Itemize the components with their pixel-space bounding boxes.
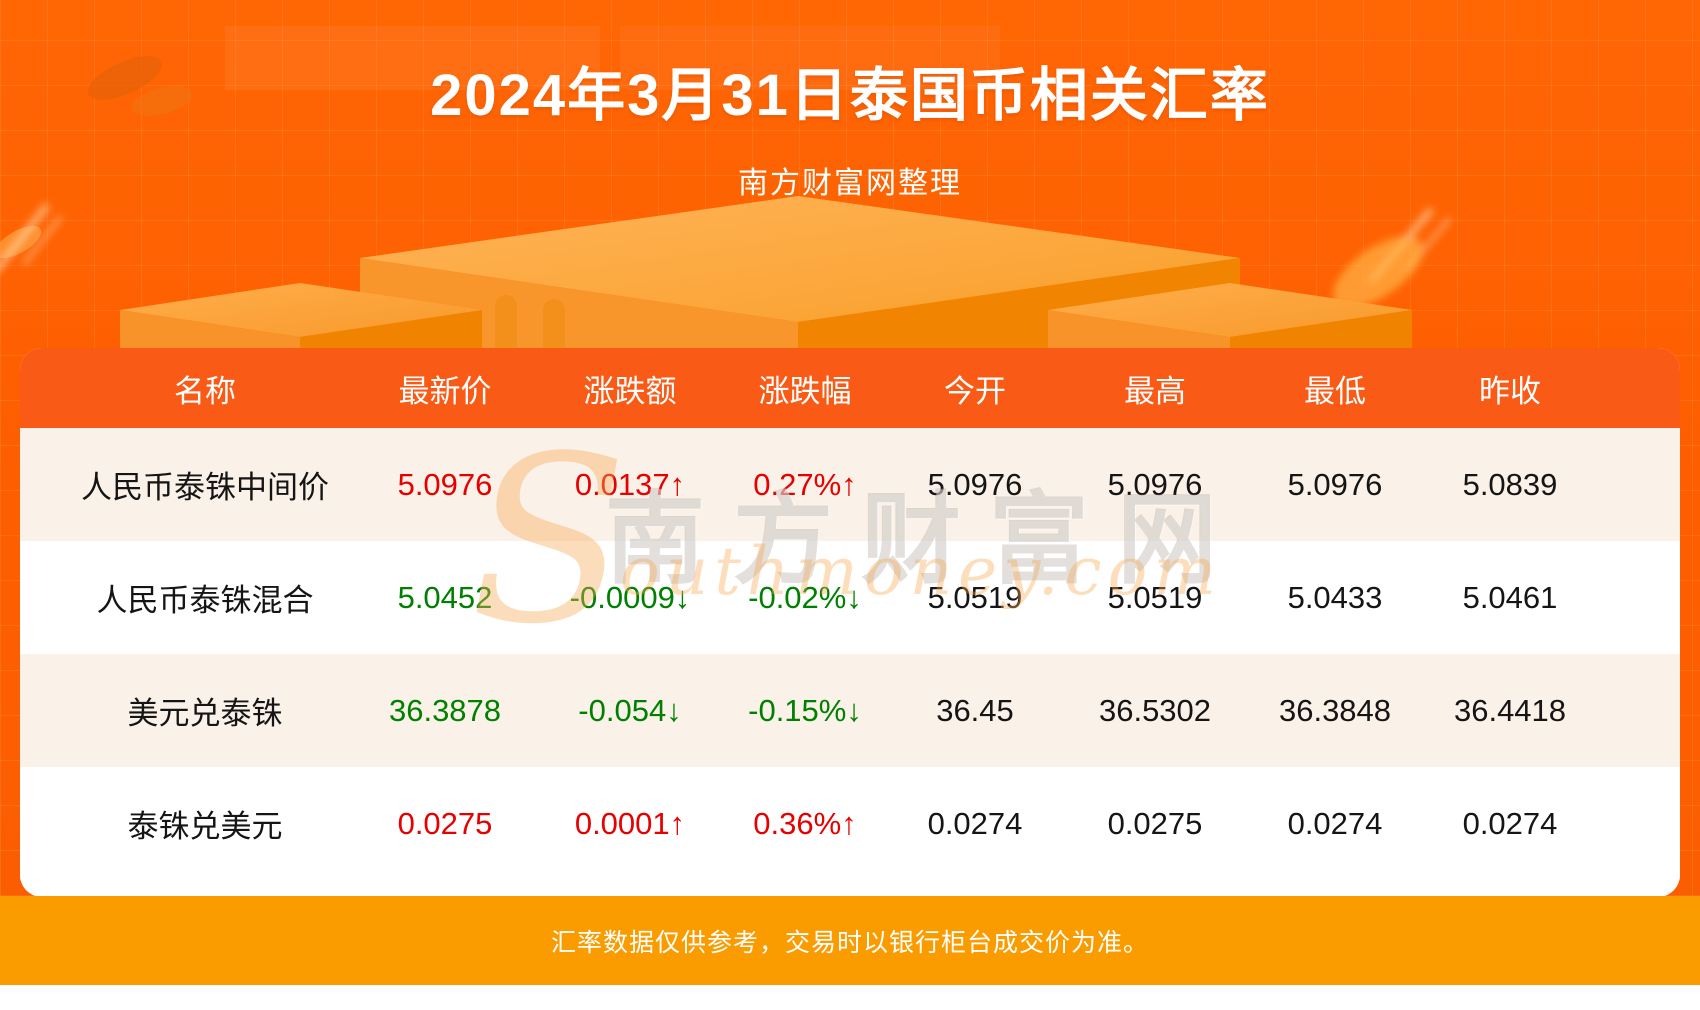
cell-change-pct: 0.36%↑	[753, 805, 857, 841]
cell-latest: 5.0452	[397, 579, 493, 615]
cell-high: 36.5302	[1098, 692, 1212, 728]
cell-latest: 36.3878	[388, 692, 502, 728]
right-podium	[1048, 283, 1412, 360]
header-cell-latest: 最新价	[398, 373, 492, 409]
light-streak-icon	[0, 203, 63, 275]
cell-change: 0.0001↑	[574, 805, 686, 841]
cell-name: 人民币泰铢混合	[96, 583, 314, 618]
podium-illustration	[0, 26, 1452, 360]
cell-high: 5.0519	[1107, 579, 1203, 615]
header-cell-high: 最高	[1124, 373, 1186, 409]
table-row: 人民币泰铢混合 5.0452 -0.0009↓ -0.02%↓ 5.0519 5…	[20, 541, 1680, 654]
cell-name: 泰铢兑美元	[127, 809, 283, 844]
cell-low: 36.3848	[1278, 692, 1392, 728]
cell-high: 0.0275	[1107, 805, 1203, 841]
cell-open: 0.0274	[927, 805, 1023, 841]
table-header-row: 名称 最新价 涨跌额 涨跌幅 今开 最高 最低 昨收	[20, 348, 1680, 428]
cell-prev-close: 5.0461	[1462, 579, 1558, 615]
cell-high: 5.0976	[1107, 466, 1203, 502]
footer-disclaimer: 汇率数据仅供参考，交易时以银行柜台成交价为准。	[550, 928, 1149, 957]
cell-change: 0.0137↑	[574, 466, 686, 502]
cell-open: 5.0519	[927, 579, 1023, 615]
cell-change-pct: 0.27%↑	[753, 466, 857, 502]
cell-open: 5.0976	[927, 466, 1023, 502]
table-row: 人民币泰铢中间价 5.0976 0.0137↑ 0.27%↑ 5.0976 5.…	[20, 428, 1680, 541]
header-cell-open: 今开	[944, 373, 1006, 409]
cell-open: 36.45	[936, 692, 1014, 728]
cell-change: -0.054↓	[578, 692, 682, 728]
cell-latest: 0.0275	[397, 805, 493, 841]
table-row: 美元兑泰铢 36.3878 -0.054↓ -0.15%↓ 36.45 36.5…	[20, 654, 1680, 767]
header-cell-low: 最低	[1304, 373, 1366, 409]
table-row: 泰铢兑美元 0.0275 0.0001↑ 0.36%↑ 0.0274 0.027…	[20, 767, 1680, 880]
cell-name: 美元兑泰铢	[127, 696, 283, 731]
footer-band: 汇率数据仅供参考，交易时以银行柜台成交价为准。	[0, 896, 1700, 985]
page-title: 2024年3月31日泰国币相关汇率	[430, 63, 1270, 128]
header-cell-change-pct: 涨跌幅	[758, 373, 852, 409]
cell-change-pct: -0.02%↓	[748, 579, 862, 615]
header-cell-name: 名称	[174, 373, 236, 409]
header-cell-change: 涨跌额	[583, 373, 677, 409]
cell-low: 5.0976	[1287, 466, 1383, 502]
cell-change: -0.0009↓	[569, 579, 691, 615]
bottom-margin	[0, 985, 1700, 1010]
page-subtitle: 南方财富网整理	[738, 167, 962, 200]
cell-prev-close: 0.0274	[1462, 805, 1558, 841]
left-podium	[120, 283, 482, 360]
rates-table: 名称 最新价 涨跌额 涨跌幅 今开 最高 最低 昨收 人民币泰铢中间价 5.09…	[20, 348, 1680, 897]
cell-low: 5.0433	[1287, 579, 1383, 615]
cell-latest: 5.0976	[397, 466, 493, 502]
light-streak-icon	[1333, 207, 1452, 308]
cell-low: 0.0274	[1287, 805, 1383, 841]
cell-change-pct: -0.15%↓	[748, 692, 862, 728]
header-cell-prev-close: 昨收	[1479, 373, 1541, 409]
cell-prev-close: 36.4418	[1453, 692, 1567, 728]
table-body: 人民币泰铢中间价 5.0976 0.0137↑ 0.27%↑ 5.0976 5.…	[20, 428, 1680, 880]
cell-prev-close: 5.0839	[1462, 466, 1558, 502]
cell-name: 人民币泰铢中间价	[81, 470, 329, 505]
